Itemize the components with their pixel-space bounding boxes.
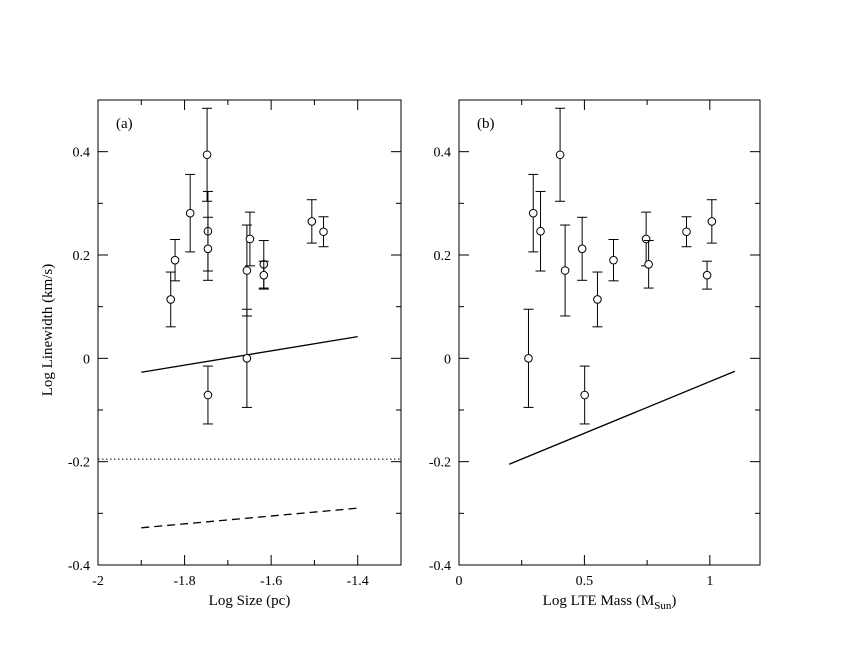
data-point bbox=[682, 227, 691, 237]
data-point bbox=[245, 234, 255, 244]
y-tick-label: 0.4 bbox=[434, 146, 452, 161]
data-point bbox=[166, 295, 176, 304]
data-point bbox=[307, 217, 317, 226]
x-axis-label: Log Size (pc) bbox=[209, 593, 291, 609]
y-tick-label: -0.4 bbox=[429, 559, 451, 574]
data-point bbox=[185, 208, 195, 218]
data-point bbox=[609, 255, 618, 265]
y-tick-label: -0.4 bbox=[68, 559, 90, 574]
fit-line-dashed bbox=[141, 507, 358, 529]
data-point bbox=[593, 295, 602, 304]
data-point bbox=[707, 217, 717, 226]
data-point bbox=[577, 244, 587, 254]
panel-label: (b) bbox=[477, 116, 495, 132]
data-point bbox=[644, 260, 653, 269]
y-tick-label: 0.2 bbox=[434, 249, 452, 264]
data-point bbox=[170, 255, 180, 265]
x-axis-label: Log LTE Mass (MSun) bbox=[543, 593, 677, 612]
y-axis-label: Log Linewidth (km/s) bbox=[40, 264, 56, 396]
panel-a: -2 -1.8 -1.6 -1.4 -0.4 -0.2 0 0.2 0.4 (a) Log Size… bbox=[68, 99, 402, 609]
y-tick-label: -0.2 bbox=[429, 456, 451, 471]
fit-line-solid bbox=[508, 370, 736, 465]
data-point bbox=[560, 266, 570, 275]
data-point bbox=[202, 150, 212, 160]
data-point bbox=[580, 390, 589, 400]
y-tick-label: 0 bbox=[83, 352, 90, 367]
y-tick-label: -0.2 bbox=[68, 456, 90, 471]
data-point bbox=[702, 270, 712, 280]
data-point bbox=[536, 226, 545, 236]
x-tick-label: 1 bbox=[706, 574, 713, 589]
panel-label: (a) bbox=[116, 116, 133, 132]
data-point bbox=[524, 354, 533, 363]
data-point bbox=[242, 266, 252, 275]
x-tick-label: -1.8 bbox=[173, 574, 195, 589]
x-tick-label: -1.4 bbox=[347, 574, 369, 589]
x-tick-label: -1.6 bbox=[260, 574, 282, 589]
x-axis-label-subscript: Sun bbox=[654, 600, 672, 612]
y-tick-label: 0 bbox=[444, 352, 451, 367]
data-point bbox=[203, 244, 213, 254]
plot-frame bbox=[458, 99, 761, 566]
plot-frame bbox=[97, 99, 402, 566]
data-point bbox=[555, 150, 565, 160]
data-point bbox=[203, 390, 213, 400]
x-tick-label: 0 bbox=[456, 574, 463, 589]
fit-line-solid bbox=[141, 335, 358, 373]
data-point bbox=[528, 208, 538, 218]
x-tick-label: -2 bbox=[92, 574, 104, 589]
y-tick-label: 0.2 bbox=[73, 249, 91, 264]
panel-b: 0 0.5 1 -0.4 -0.2 0 0.2 0.4 (b) Log LTE Mass (MSu… bbox=[429, 99, 761, 612]
x-tick-label: 0.5 bbox=[576, 574, 594, 589]
data-point bbox=[242, 354, 252, 363]
data-point bbox=[259, 270, 269, 280]
y-tick-label: 0.4 bbox=[73, 146, 91, 161]
data-point bbox=[319, 227, 328, 237]
x-axis-label-suffix: ) bbox=[671, 593, 676, 609]
